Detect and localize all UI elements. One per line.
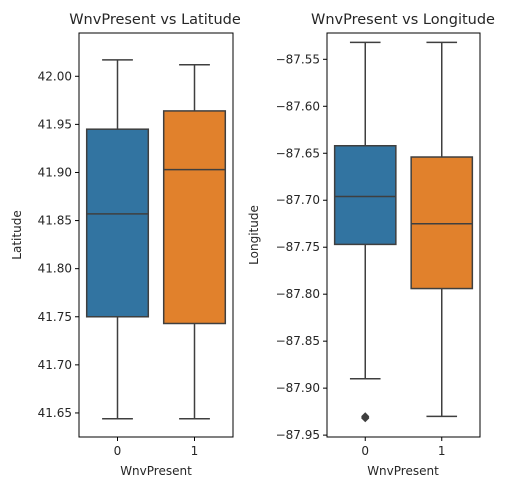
latitude-box-1-iqr bbox=[162, 110, 227, 325]
longitude-plot-frame bbox=[326, 32, 481, 438]
latitude-plot-frame bbox=[78, 32, 234, 438]
longitude-y-tick-label: −87.60 bbox=[276, 99, 320, 113]
latitude-y-tick-label: 41.85 bbox=[38, 214, 72, 228]
longitude-x-axis-label: WnvPresent bbox=[367, 464, 439, 478]
latitude-x-axis-label: WnvPresent bbox=[120, 464, 192, 478]
latitude-y-tick-label: 41.70 bbox=[38, 358, 72, 372]
longitude-box-0-outlier bbox=[361, 414, 370, 423]
longitude-box-1-iqr bbox=[410, 156, 474, 290]
longitude-y-axis-label: Longitude bbox=[247, 205, 261, 265]
longitude-y-tick-label: −87.90 bbox=[276, 381, 320, 395]
longitude-y-tick-label: −87.75 bbox=[276, 240, 320, 254]
longitude-box-0 bbox=[333, 41, 397, 423]
latitude-box-1 bbox=[162, 63, 227, 420]
latitude-box-0-iqr bbox=[85, 128, 150, 318]
longitude-chart-title: WnvPresent vs Longitude bbox=[311, 12, 495, 28]
latitude-y-tick-label: 42.00 bbox=[38, 69, 72, 83]
longitude-y-tick-label: −87.80 bbox=[276, 287, 320, 301]
longitude-y-tick-label: −87.95 bbox=[276, 428, 320, 442]
longitude-box-0-iqr bbox=[333, 144, 397, 246]
latitude-y-tick-label: 41.90 bbox=[38, 165, 72, 179]
latitude-y-tick-label: 41.65 bbox=[38, 406, 72, 420]
longitude-chart: WnvPresent vs Longitude −87.95 −87.90 −87.… bbox=[247, 12, 495, 478]
longitude-y-tick-label: −87.55 bbox=[276, 52, 320, 66]
latitude-y-tick-label: 41.80 bbox=[38, 262, 72, 276]
longitude-x-tick-label: 0 bbox=[361, 444, 369, 458]
latitude-x-tick-label: 1 bbox=[191, 444, 199, 458]
latitude-chart: WnvPresent vs Latitude 41.65 41.70 41.75 41… bbox=[10, 12, 241, 478]
latitude-y-tick-label: 41.95 bbox=[38, 117, 72, 131]
longitude-x-tick-label: 1 bbox=[438, 444, 446, 458]
longitude-box-1 bbox=[410, 41, 474, 418]
latitude-box-0 bbox=[85, 59, 150, 420]
latitude-chart-title: WnvPresent vs Latitude bbox=[69, 12, 241, 28]
latitude-y-axis-label: Latitude bbox=[10, 210, 24, 259]
latitude-y-tick-label: 41.75 bbox=[38, 310, 72, 324]
longitude-y-tick-label: −87.65 bbox=[276, 146, 320, 160]
longitude-y-tick-label: −87.85 bbox=[276, 334, 320, 348]
latitude-x-tick-label: 0 bbox=[114, 444, 122, 458]
longitude-y-tick-label: −87.70 bbox=[276, 193, 320, 207]
